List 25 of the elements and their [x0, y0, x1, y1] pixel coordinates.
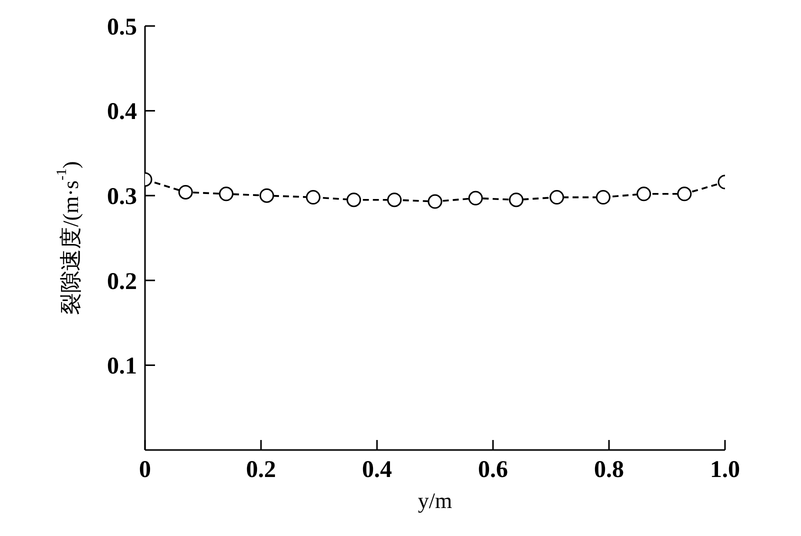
y-tick-label: 0.1 — [107, 354, 137, 380]
point — [468, 190, 483, 206]
point — [346, 192, 362, 208]
point — [677, 186, 692, 202]
point — [428, 194, 442, 209]
point — [178, 184, 193, 200]
y-tick-label: 0.2 — [107, 268, 137, 295]
x-tick-label: 0.2 — [246, 457, 276, 484]
point — [387, 192, 402, 208]
x-tick-label: 0 — [139, 457, 151, 484]
x-tick-label: 0.8 — [594, 457, 624, 484]
x-tick-label: 0.6 — [478, 457, 508, 484]
point — [550, 190, 564, 205]
y-tick-label: 0.3 — [107, 184, 137, 210]
y-tick-label: 0.4 — [107, 99, 137, 126]
x-tick-label: 1.0 — [710, 457, 740, 484]
x-axis-title: y/m — [418, 488, 452, 513]
y-tick-label: 0.5 — [107, 14, 137, 40]
point — [218, 186, 234, 202]
point — [596, 190, 610, 205]
point — [260, 188, 274, 203]
point — [508, 192, 524, 208]
x-tick-label: 0.4 — [362, 457, 392, 484]
point — [306, 190, 320, 205]
point — [636, 186, 652, 202]
